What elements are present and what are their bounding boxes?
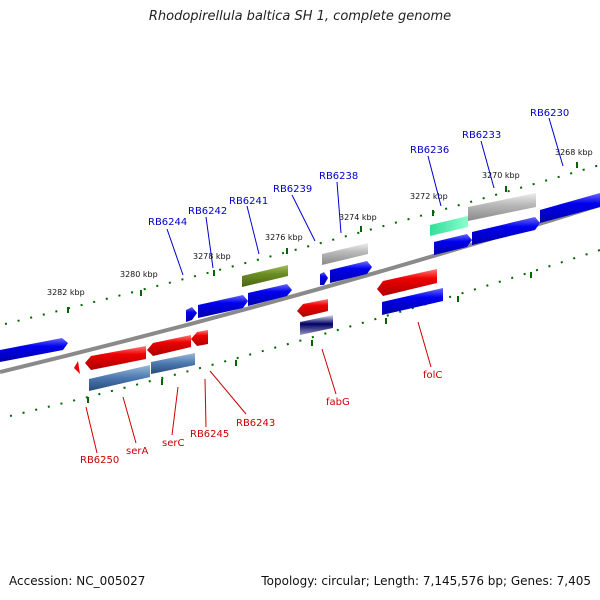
- gene-forward[interactable]: [430, 216, 468, 236]
- gene-forward[interactable]: [0, 338, 68, 362]
- label-leader: [85, 406, 98, 454]
- gene-label-forward[interactable]: RB6244: [148, 217, 187, 228]
- ruler-label: 3268 kbp: [555, 148, 593, 157]
- map-title: Rhodopirellula baltica SH 1, complete ge…: [148, 9, 452, 24]
- ruler-label: 3276 kbp: [265, 233, 303, 242]
- gene-forward[interactable]: [322, 243, 368, 265]
- gene-forward[interactable]: [198, 295, 248, 318]
- label-leader: [548, 117, 564, 167]
- gene-reverse[interactable]: [297, 299, 328, 317]
- gene-reverse[interactable]: [300, 315, 333, 335]
- ruler-label: 3282 kbp: [47, 288, 85, 297]
- gene-reverse[interactable]: [74, 361, 80, 374]
- label-leader: [427, 155, 442, 207]
- label-leader: [291, 194, 316, 242]
- gene-forward[interactable]: [468, 193, 536, 221]
- gene-label-reverse[interactable]: serC: [162, 438, 184, 449]
- genome-summary: Topology: circular; Length: 7,145,576 bp…: [261, 574, 591, 588]
- label-leader: [166, 228, 184, 276]
- gene-reverse[interactable]: [377, 269, 437, 296]
- gene-label-forward[interactable]: RB6242: [188, 206, 227, 217]
- gene-label-reverse[interactable]: folC: [423, 370, 442, 381]
- label-leader: [321, 348, 337, 395]
- ruler-label: 3272 kbp: [410, 192, 448, 201]
- gene-label-reverse[interactable]: RB6243: [236, 418, 275, 429]
- label-leader: [171, 386, 179, 436]
- gene-forward[interactable]: [320, 272, 328, 285]
- gene-label-forward[interactable]: RB6233: [462, 130, 501, 141]
- gene-forward[interactable]: [248, 284, 292, 306]
- gene-label-forward[interactable]: RB6239: [273, 184, 312, 195]
- gene-label-reverse[interactable]: fabG: [326, 397, 350, 408]
- accession-label: Accession: NC_005027: [9, 574, 146, 588]
- label-leader: [209, 370, 247, 415]
- ruler-label: 3274 kbp: [339, 213, 377, 222]
- gene-reverse[interactable]: [89, 365, 150, 391]
- label-leader: [205, 216, 214, 269]
- gene-forward[interactable]: [434, 234, 472, 255]
- ruler-label: 3270 kbp: [482, 171, 520, 180]
- label-leader: [246, 205, 260, 255]
- label-leader: [417, 321, 432, 368]
- ruler-label: 3280 kbp: [120, 270, 158, 279]
- gene-forward[interactable]: [540, 193, 600, 223]
- gene-label-forward[interactable]: RB6238: [319, 171, 358, 182]
- gene-label-forward[interactable]: RB6241: [229, 196, 268, 207]
- gene-forward[interactable]: [330, 261, 372, 283]
- gene-label-reverse[interactable]: RB6250: [80, 455, 119, 466]
- gene-forward[interactable]: [242, 265, 288, 287]
- gene-forward[interactable]: [186, 307, 197, 322]
- gene-reverse[interactable]: [151, 353, 195, 374]
- gene-reverse[interactable]: [85, 346, 146, 370]
- label-leader: [336, 181, 342, 234]
- gene-label-forward[interactable]: RB6230: [530, 108, 569, 119]
- gene-reverse[interactable]: [382, 288, 443, 315]
- label-leader: [204, 378, 207, 428]
- gene-reverse[interactable]: [191, 330, 208, 346]
- gene-forward[interactable]: [472, 217, 540, 245]
- gene-label-reverse[interactable]: serA: [126, 446, 148, 457]
- gene-reverse[interactable]: [147, 335, 191, 356]
- label-leader: [122, 396, 137, 444]
- gene-label-reverse[interactable]: RB6245: [190, 429, 229, 440]
- gene-label-forward[interactable]: RB6236: [410, 145, 449, 156]
- label-leader: [480, 140, 495, 189]
